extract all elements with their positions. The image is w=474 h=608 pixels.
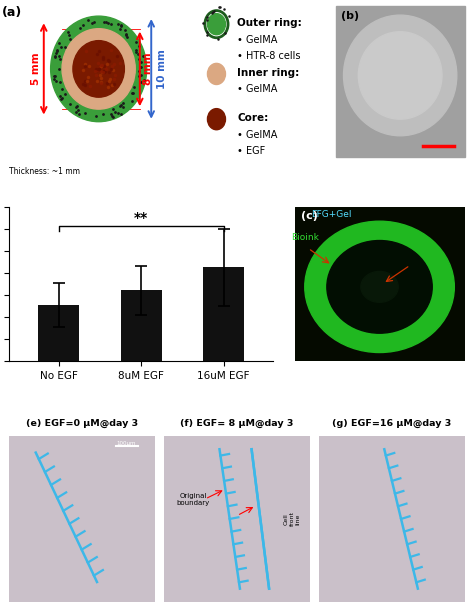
Text: • EGF: • EGF [237, 147, 265, 156]
Ellipse shape [208, 109, 226, 130]
Text: EFG+Gel: EFG+Gel [311, 210, 352, 219]
Ellipse shape [62, 29, 135, 109]
Ellipse shape [73, 41, 124, 97]
Text: Cell
front
line: Cell front line [284, 511, 301, 527]
Text: 5 mm: 5 mm [31, 53, 41, 85]
Text: Outer ring:: Outer ring: [237, 18, 302, 28]
Ellipse shape [358, 32, 442, 119]
Ellipse shape [305, 221, 454, 353]
Text: • GelMA: • GelMA [237, 85, 277, 94]
Ellipse shape [344, 15, 457, 136]
Text: (a): (a) [2, 6, 22, 19]
Text: Core:: Core: [237, 113, 268, 123]
Text: 10 mm: 10 mm [156, 49, 166, 89]
Text: (f) EGF= 8 μM@day 3: (f) EGF= 8 μM@day 3 [180, 419, 294, 428]
Ellipse shape [208, 63, 226, 85]
Bar [203, 268, 244, 361]
Text: Original
boundary: Original boundary [177, 492, 210, 505]
Text: Inner ring:: Inner ring: [237, 68, 299, 78]
Text: 8 mm: 8 mm [143, 53, 153, 85]
Text: (c): (c) [301, 211, 318, 221]
Text: **: ** [134, 212, 148, 226]
Text: Thickness: ~1 mm: Thickness: ~1 mm [9, 167, 81, 176]
Text: (g) EGF=16 μM@day 3: (g) EGF=16 μM@day 3 [332, 419, 451, 428]
Text: Bioink: Bioink [291, 233, 319, 242]
Text: • HTR-8 cells: • HTR-8 cells [237, 51, 301, 61]
Bar [38, 305, 80, 361]
Ellipse shape [51, 16, 146, 122]
Ellipse shape [361, 271, 398, 302]
Text: 100μm: 100μm [117, 441, 136, 446]
Bar [120, 291, 162, 361]
Text: (b): (b) [341, 10, 359, 21]
Text: • GelMA: • GelMA [237, 35, 277, 45]
Ellipse shape [327, 241, 432, 333]
Ellipse shape [208, 13, 226, 35]
Text: (e) EGF=0 μM@day 3: (e) EGF=0 μM@day 3 [27, 419, 138, 428]
Text: • GelMA: • GelMA [237, 130, 277, 140]
